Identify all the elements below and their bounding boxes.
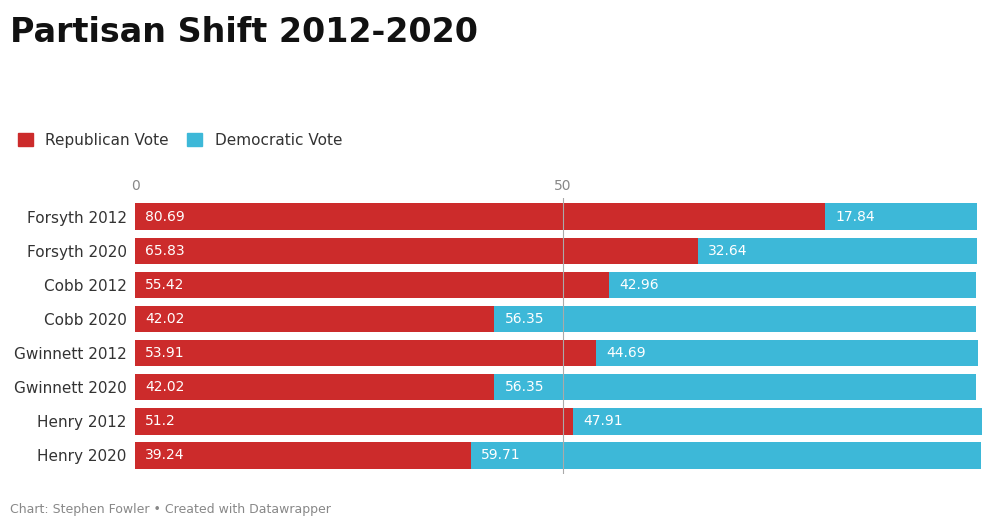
Bar <box>825 203 977 230</box>
Bar <box>698 238 977 264</box>
Bar <box>609 271 976 298</box>
Bar <box>471 442 981 469</box>
Bar <box>494 374 976 401</box>
Text: 56.35: 56.35 <box>505 312 544 326</box>
Text: 51.2: 51.2 <box>145 414 176 428</box>
Bar <box>596 340 978 366</box>
Bar <box>135 408 573 435</box>
Bar <box>573 408 982 435</box>
Text: 44.69: 44.69 <box>606 346 646 360</box>
Text: 55.42: 55.42 <box>145 278 185 292</box>
Text: 39.24: 39.24 <box>145 449 185 462</box>
Bar <box>135 271 609 298</box>
Legend: Republican Vote, Democratic Vote: Republican Vote, Democratic Vote <box>18 133 342 148</box>
Text: 42.02: 42.02 <box>145 380 185 394</box>
Text: 59.71: 59.71 <box>481 449 520 462</box>
Text: Partisan Shift 2012-2020: Partisan Shift 2012-2020 <box>10 16 478 48</box>
Text: 80.69: 80.69 <box>145 210 185 224</box>
Bar <box>135 374 494 401</box>
Bar <box>135 203 825 230</box>
Text: 42.96: 42.96 <box>619 278 659 292</box>
Text: 53.91: 53.91 <box>145 346 185 360</box>
Text: 17.84: 17.84 <box>835 210 875 224</box>
Bar <box>135 442 471 469</box>
Text: 32.64: 32.64 <box>708 244 748 258</box>
Text: 42.02: 42.02 <box>145 312 185 326</box>
Bar <box>494 306 976 332</box>
Text: Chart: Stephen Fowler • Created with Datawrapper: Chart: Stephen Fowler • Created with Dat… <box>10 503 331 516</box>
Text: 56.35: 56.35 <box>505 380 544 394</box>
Text: 65.83: 65.83 <box>145 244 185 258</box>
Bar <box>135 306 494 332</box>
Bar <box>135 238 698 264</box>
Bar <box>135 340 596 366</box>
Text: 47.91: 47.91 <box>583 414 623 428</box>
